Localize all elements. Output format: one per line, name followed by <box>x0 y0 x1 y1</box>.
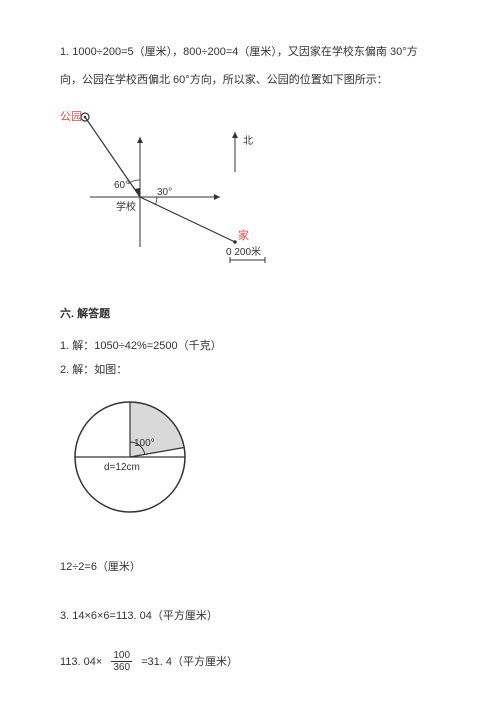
school-label: 学校 <box>116 200 136 213</box>
north-label: 北 <box>243 135 253 147</box>
intro-line-1: 1. 1000÷200=5（厘米），800÷200=4（厘米），又因家在学校东偏… <box>60 40 440 64</box>
calc-line-2: 3. 14×6×6=113. 04（平方厘米） <box>60 604 440 628</box>
circle-diagram: 100° d=12cm <box>60 392 440 531</box>
direction-diagram: 北 公园 家 60° 30° 学校 0 200米 <box>60 102 440 281</box>
calc3-prefix: 113. 04× <box>60 656 102 668</box>
calc3-suffix: =31. 4（平方厘米） <box>141 656 238 668</box>
calc-line-1: 12÷2=6（厘米） <box>60 555 440 579</box>
park-label: 公园 <box>60 110 82 123</box>
home-label: 家 <box>238 228 249 242</box>
intro-line-2: 向，公园在学校西偏北 60°方向，所以家、公园的位置如下图所示： <box>60 68 440 92</box>
angle-100-label: 100° <box>134 438 155 449</box>
scale-label: 0 200米 <box>226 245 261 258</box>
frac-num: 100 <box>111 650 132 662</box>
calc-line-3: 113. 04× 100 360 =31. 4（平方厘米） <box>60 650 440 674</box>
section-6-title: 六. 解答题 <box>60 302 440 326</box>
answer-1: 1. 解：1050÷42%=2500（千克） <box>60 334 440 358</box>
angle60-label: 60° <box>114 180 129 191</box>
frac-den: 360 <box>111 662 132 673</box>
fraction: 100 360 <box>111 650 132 673</box>
angle30-label: 30° <box>157 187 172 198</box>
diameter-label: d=12cm <box>104 462 140 473</box>
answer-2: 2. 解：如图： <box>60 358 440 382</box>
